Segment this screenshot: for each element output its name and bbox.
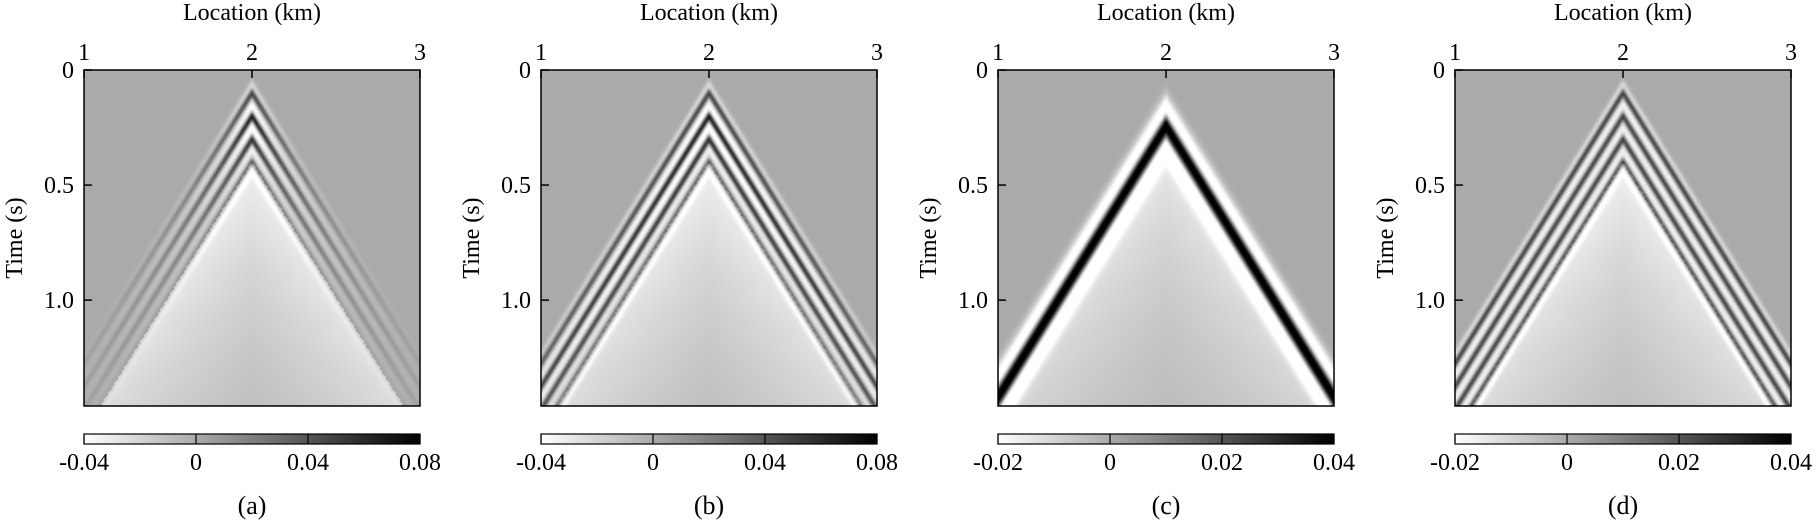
y-tick-label: 0 [976, 58, 988, 84]
x-tick-label: 1 [1449, 40, 1461, 66]
colorbar-tick-label: 0 [1561, 450, 1573, 476]
colorbar [1454, 433, 1792, 445]
y-tick-label: 0.5 [44, 173, 74, 199]
colorbar [83, 433, 421, 445]
x-tick-label: 2 [1160, 40, 1172, 66]
y-tick-label: 0.5 [1415, 173, 1445, 199]
y-axis-label: Time (s) [916, 197, 942, 278]
colorbar-tick-label: 0.04 [1313, 450, 1355, 476]
colorbar-tick-label: 0 [190, 450, 202, 476]
x-tick-label: 1 [78, 40, 90, 66]
y-axis-label: Time (s) [1373, 197, 1399, 278]
colorbar-tick-label: 0.04 [744, 450, 786, 476]
colorbar [540, 433, 878, 445]
y-axis-label: Time (s) [2, 197, 28, 278]
x-tick-label: 2 [1617, 40, 1629, 66]
panel-label: (d) [1608, 491, 1638, 520]
colorbar-tick-label: 0 [647, 450, 659, 476]
colorbar-tick-label: 0 [1104, 450, 1116, 476]
x-tick-label: 3 [871, 40, 883, 66]
x-tick-label: 2 [703, 40, 715, 66]
colorbar-tick-label: -0.04 [516, 450, 566, 476]
panel-2: Location (km) 1 2 3 0 0.5 1.0 Time (s) -0.04 0 0.0… [459, 0, 898, 520]
heatmap-image [1455, 70, 1791, 406]
colorbar-tick-label: 0.08 [399, 450, 441, 476]
colorbar-tick-label: 0.08 [856, 450, 898, 476]
x-tick-label: 3 [1785, 40, 1797, 66]
y-tick-label: 0 [1433, 58, 1445, 84]
panel-1: Location (km) 1 2 3 0 0.5 1.0 Time (s) -0.04 0 0.0… [2, 0, 441, 520]
panel-3: Location (km) 1 2 3 0 0.5 1.0 Time (s) -0.02 0 0.0… [916, 0, 1355, 520]
panel-label: (a) [238, 491, 267, 520]
y-tick-label: 1.0 [501, 288, 531, 314]
x-tick-label: 2 [246, 40, 258, 66]
colorbar-tick-label: -0.02 [1430, 450, 1480, 476]
heatmap-image [84, 70, 420, 406]
colorbar-tick-label: 0.04 [287, 450, 329, 476]
y-tick-label: 1.0 [1415, 288, 1445, 314]
colorbar-tick-label: -0.04 [59, 450, 109, 476]
colorbar-tick-label: 0.04 [1770, 450, 1812, 476]
heatmap-image [998, 70, 1334, 406]
x-tick-label: 1 [535, 40, 547, 66]
y-tick-label: 1.0 [44, 288, 74, 314]
x-tick-label: 3 [414, 40, 426, 66]
x-axis-label: Location (km) [1097, 0, 1235, 26]
y-tick-label: 0.5 [501, 173, 531, 199]
y-tick-label: 0 [519, 58, 531, 84]
x-tick-label: 1 [992, 40, 1004, 66]
y-tick-label: 1.0 [958, 288, 988, 314]
x-axis-label: Location (km) [183, 0, 321, 26]
panel-label: (c) [1152, 491, 1181, 520]
y-axis-label: Time (s) [459, 197, 485, 278]
y-tick-label: 0.5 [958, 173, 988, 199]
colorbar-tick-label: 0.02 [1658, 450, 1700, 476]
colorbar-tick-label: -0.02 [973, 450, 1023, 476]
panel-4: Location (km) 1 2 3 0 0.5 1.0 Time (s) -0.02 0 0.0… [1373, 0, 1812, 520]
colorbar-tick-label: 0.02 [1201, 450, 1243, 476]
x-axis-label: Location (km) [640, 0, 778, 26]
x-tick-label: 3 [1328, 40, 1340, 66]
x-axis-label: Location (km) [1554, 0, 1692, 26]
colorbar [997, 433, 1335, 445]
heatmap-image [541, 70, 877, 406]
y-tick-label: 0 [62, 58, 74, 84]
panel-label: (b) [694, 491, 724, 520]
